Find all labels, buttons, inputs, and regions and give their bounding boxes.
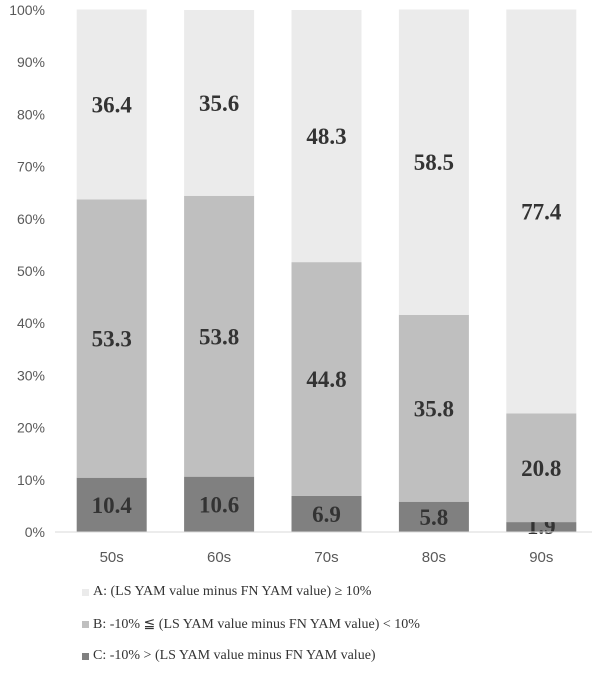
legend-label: B: -10% ≦ (LS YAM value minus FN YAM val… xyxy=(93,616,420,632)
y-tick-label: 0% xyxy=(25,524,45,540)
y-axis-ticks: 0% 10% 20% 30% 40% 50% 60% 70% 80% 90% 100% xyxy=(9,2,45,540)
legend-item: C: -10% > (LS YAM value minus FN YAM val… xyxy=(82,646,582,666)
stacked-bar-chart: 0% 10% 20% 30% 40% 50% 60% 70% 80% 90% 100% 10.4 53… xyxy=(9,2,592,566)
x-category-label: 50s xyxy=(100,549,124,566)
legend-item: B: -10% ≦ (LS YAM value minus FN YAM val… xyxy=(82,614,582,634)
bar-segment xyxy=(184,10,255,196)
data-label: 53.3 xyxy=(92,327,132,352)
bar-segment xyxy=(76,199,147,478)
x-category-label: 60s xyxy=(207,549,231,566)
y-tick-label: 20% xyxy=(17,420,45,436)
chart-legend: A: (LS YAM value minus FN YAM value) ≥ 1… xyxy=(82,582,582,678)
x-axis-categories: 50s 60s 70s 80s 90s xyxy=(100,549,554,566)
data-label: 58.5 xyxy=(414,150,454,175)
data-label: 10.4 xyxy=(92,493,133,518)
data-label: 35.8 xyxy=(414,396,454,421)
data-label: 6.9 xyxy=(312,502,341,527)
bar-segment xyxy=(506,413,577,523)
y-tick-label: 10% xyxy=(17,472,45,488)
data-label: 36.4 xyxy=(92,92,133,117)
data-label: 77.4 xyxy=(521,199,562,224)
legend-label: C: -10% > (LS YAM value minus FN YAM val… xyxy=(93,648,376,663)
bar-segment xyxy=(76,477,147,532)
y-tick-label: 30% xyxy=(17,367,45,383)
y-tick-label: 60% xyxy=(17,211,45,227)
data-label: 48.3 xyxy=(306,124,346,149)
data-label: 5.8 xyxy=(420,505,449,530)
bar-segment xyxy=(506,9,577,414)
bar-segment xyxy=(506,522,577,532)
bar-segment xyxy=(184,195,255,477)
y-tick-label: 40% xyxy=(17,315,45,331)
bar-segment xyxy=(76,9,147,200)
legend-item: A: (LS YAM value minus FN YAM value) ≥ 1… xyxy=(82,582,582,602)
y-tick-label: 90% xyxy=(17,54,45,70)
data-label: 53.8 xyxy=(199,324,239,349)
bar-stacks: 10.4 53.3 36.4 10.6 53.8 35.6 6.9 44.8 48.3 5.8 35… xyxy=(76,9,577,539)
bar-segment xyxy=(398,501,469,532)
data-label: 20.8 xyxy=(521,456,561,481)
data-label: 10.6 xyxy=(199,492,239,517)
legend-swatch xyxy=(82,652,89,660)
bar-segment xyxy=(184,476,255,532)
legend-swatch xyxy=(82,620,89,628)
data-label: 35.6 xyxy=(199,91,239,116)
y-tick-label: 70% xyxy=(17,159,45,175)
x-category-label: 80s xyxy=(422,549,446,566)
bar-segment xyxy=(291,495,362,532)
bar-segment xyxy=(291,10,362,263)
bar-segment xyxy=(291,262,362,496)
bar-segment xyxy=(398,9,469,315)
bar-segment xyxy=(398,314,469,502)
x-category-label: 90s xyxy=(529,549,553,566)
y-tick-label: 80% xyxy=(17,106,45,122)
data-label: 44.8 xyxy=(306,367,346,392)
x-category-label: 70s xyxy=(314,549,338,566)
legend-swatch xyxy=(82,588,89,596)
y-tick-label: 50% xyxy=(17,263,45,279)
legend-label: A: (LS YAM value minus FN YAM value) ≥ 1… xyxy=(93,584,372,599)
y-tick-label: 100% xyxy=(9,2,45,18)
